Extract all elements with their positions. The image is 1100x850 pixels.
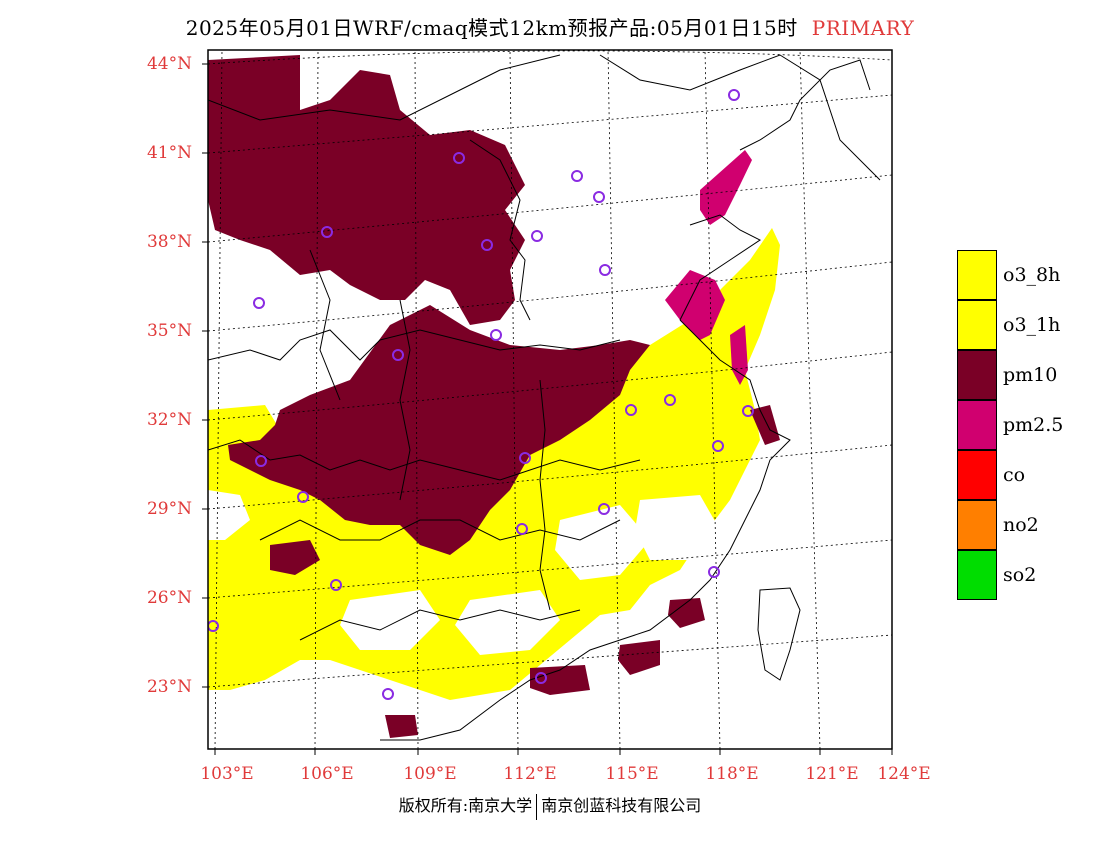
legend-label: pm2.5 xyxy=(1003,414,1064,436)
lon-label-118: 118°E xyxy=(705,764,759,784)
lon-label-109: 109°E xyxy=(403,764,457,784)
legend-item-no2: no2 xyxy=(957,500,1075,550)
legend-item-pm25: pm2.5 xyxy=(957,400,1075,450)
legend-item-o3-1h: o3_1h xyxy=(957,300,1075,350)
lon-label-115: 115°E xyxy=(605,764,659,784)
legend-label: o3_1h xyxy=(1003,314,1061,336)
legend-item-o3-8h: o3_8h xyxy=(957,250,1075,300)
legend-swatch xyxy=(957,350,997,400)
legend-item-so2: so2 xyxy=(957,550,1075,600)
legend-swatch xyxy=(957,400,997,450)
legend-item-co: co xyxy=(957,450,1075,500)
legend-label: o3_8h xyxy=(1003,264,1061,286)
copyright-owner: 版权所有:南京大学 xyxy=(398,796,533,815)
lat-ticks xyxy=(202,63,208,688)
lat-label-41: 41°N xyxy=(146,143,192,163)
pm10-patch-5 xyxy=(385,715,418,738)
pm10-patch-6 xyxy=(750,405,780,445)
legend-swatch xyxy=(957,550,997,600)
lat-label-26: 26°N xyxy=(146,588,192,608)
pm10-patch-3 xyxy=(668,598,705,628)
map-title: 2025年05月01日WRF/cmaq模式12km预报产品:05月01日15时 P… xyxy=(0,12,1100,41)
lon-label-124: 124°E xyxy=(877,764,931,784)
title-tag: PRIMARY xyxy=(811,16,915,40)
pm10-patch-2 xyxy=(618,640,660,675)
lon-label-112: 112°E xyxy=(503,764,557,784)
copyright-company: 南京创蓝科技有限公司 xyxy=(541,796,702,815)
legend-swatch xyxy=(957,500,997,550)
legend-swatch xyxy=(957,450,997,500)
lat-label-38: 38°N xyxy=(146,232,192,252)
lon-label-103: 103°E xyxy=(200,764,254,784)
lon-label-121: 121°E xyxy=(805,764,859,784)
clear-area-3 xyxy=(635,495,720,560)
pm25-area-north xyxy=(700,150,752,225)
clear-area-2 xyxy=(555,505,650,580)
legend-label: co xyxy=(1003,464,1026,486)
station-markers xyxy=(208,89,754,700)
boundary-lines xyxy=(208,54,881,741)
lat-label-44: 44°N xyxy=(146,54,192,74)
pollutant-legend: o3_8h o3_1h pm10 pm2.5 co no2 so2 xyxy=(957,250,1075,600)
lon-ticks xyxy=(214,749,893,755)
footer-divider xyxy=(536,793,538,820)
legend-swatch xyxy=(957,250,997,300)
lat-label-23: 23°N xyxy=(146,677,192,697)
legend-label: pm10 xyxy=(1003,364,1058,386)
pm10-area xyxy=(208,55,525,325)
clear-area-4 xyxy=(208,490,250,540)
lon-label-106: 106°E xyxy=(300,764,354,784)
clear-area-5 xyxy=(340,590,440,650)
legend-label: no2 xyxy=(1003,514,1039,536)
pm10-patch-1 xyxy=(270,540,320,575)
graticule xyxy=(208,50,892,749)
lat-label-29: 29°N xyxy=(146,499,192,519)
pm10-patch-4 xyxy=(530,665,590,695)
lat-label-35: 35°N xyxy=(146,321,192,341)
clear-area-1 xyxy=(455,590,560,655)
lat-label-32: 32°N xyxy=(146,410,192,430)
map-frame xyxy=(207,49,893,750)
map-region xyxy=(208,50,892,749)
title-main: 2025年05月01日WRF/cmaq模式12km预报产品:05月01日15时 xyxy=(185,16,798,40)
pm10-area-south xyxy=(228,305,650,555)
legend-swatch xyxy=(957,300,997,350)
copyright-footer: 版权所有:南京大学 南京创蓝科技有限公司 xyxy=(0,792,1100,820)
legend-label: so2 xyxy=(1003,564,1037,586)
legend-item-pm10: pm10 xyxy=(957,350,1075,400)
